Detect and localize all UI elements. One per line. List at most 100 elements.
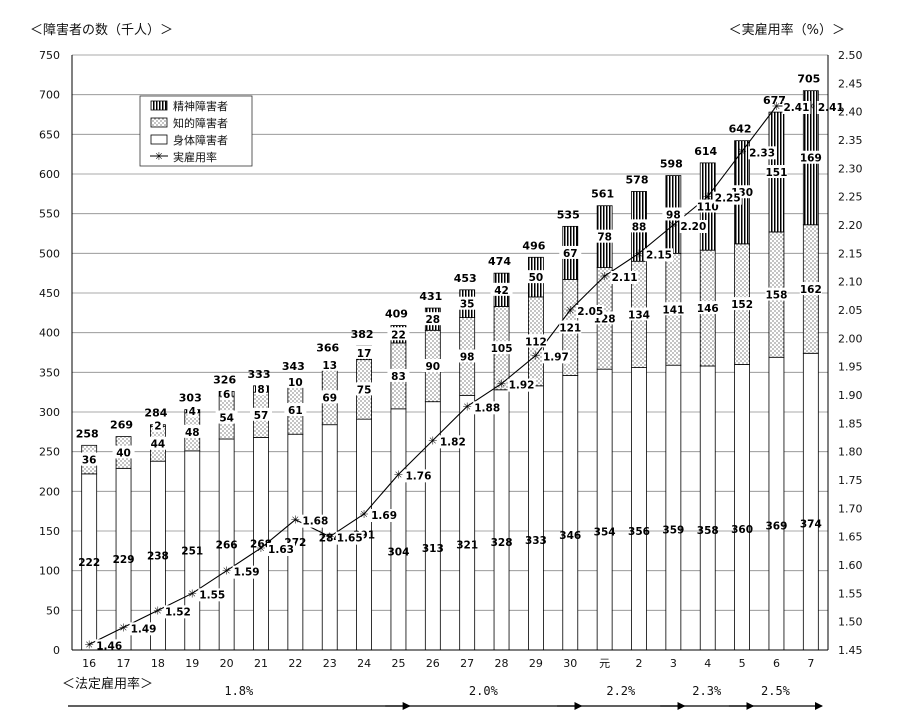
- intellectual-value-label: 69: [322, 392, 337, 404]
- right-tick-label: 1.60: [838, 559, 863, 572]
- mental-label-bg: [152, 418, 163, 432]
- rate-value-label: 2.25: [715, 193, 741, 205]
- intellectual-label-bg: [146, 436, 169, 450]
- right-tick-label: 2.40: [838, 106, 863, 119]
- axis-layer: 0501001502002503003504004505005506006507…: [39, 49, 863, 670]
- mental-label-bg: [284, 374, 307, 388]
- x-tick-label: 元: [599, 657, 610, 670]
- bar-physical: [562, 375, 579, 651]
- right-tick-label: 2.30: [838, 162, 863, 175]
- right-tick-label: 1.75: [838, 474, 863, 487]
- x-tick-label: 28: [495, 657, 509, 670]
- left-tick-label: 550: [39, 208, 60, 221]
- right-tick-label: 1.50: [838, 616, 863, 629]
- mental-value-label: 13: [322, 360, 337, 372]
- left-tick-label: 150: [39, 525, 60, 538]
- right-tick-label: 2.15: [838, 247, 863, 260]
- intellectual-value-label: 134: [628, 309, 650, 321]
- physical-value-label: 346: [559, 530, 581, 542]
- rate-marker: ✳: [325, 531, 334, 544]
- physical-value-label: 359: [662, 525, 684, 537]
- mental-value-label: 22: [391, 329, 406, 341]
- rate-label-bg: [129, 622, 158, 636]
- total-value-label: 642: [729, 123, 752, 136]
- right-tick-label: 2.20: [838, 219, 863, 232]
- intellectual-label-bg: [662, 302, 685, 316]
- bar-physical: [493, 389, 510, 651]
- mental-label-bg: [524, 270, 547, 284]
- rate-marker: ✳: [291, 514, 300, 527]
- physical-value-label: 360: [731, 524, 753, 536]
- intellectual-label-bg: [765, 287, 788, 301]
- right-tick-label: 2.35: [838, 134, 863, 147]
- total-value-label: 409: [385, 308, 408, 321]
- intellectual-value-label: 75: [357, 384, 372, 396]
- mental-label-bg: [696, 199, 719, 213]
- rate-label-bg: [163, 605, 192, 619]
- rate-label-bg: [473, 401, 502, 415]
- physical-value-label: 266: [216, 539, 238, 551]
- legend-label-intellectual: 知的障害者: [173, 116, 228, 130]
- rate-label-bg: [335, 531, 364, 545]
- right-tick-label: 1.85: [838, 417, 863, 430]
- physical-value-label: 321: [456, 540, 478, 552]
- mental-value-label: 151: [765, 167, 787, 179]
- intellectual-label-bg: [696, 301, 719, 315]
- x-tick-label: 22: [288, 657, 302, 670]
- mental-value-label: 6: [223, 389, 230, 401]
- right-tick-label: 2.05: [838, 304, 863, 317]
- bar-physical: [459, 394, 476, 651]
- intellectual-value-label: 146: [697, 303, 719, 315]
- left-tick-label: 100: [39, 565, 60, 578]
- physical-value-label: 369: [765, 521, 787, 533]
- rate-value-label: 1.65: [337, 533, 363, 545]
- rate-marker: ✳: [531, 349, 540, 362]
- intellectual-label-bg: [456, 349, 479, 363]
- intellectual-label-bg: [731, 297, 754, 311]
- total-value-label: 303: [179, 392, 202, 405]
- rate-value-label: 2.11: [612, 272, 638, 284]
- mental-label-bg: [387, 327, 410, 341]
- x-tick-label: 24: [357, 657, 371, 670]
- mental-value-label: 10: [288, 377, 303, 389]
- total-value-label: 258: [76, 427, 99, 440]
- rate-label-bg: [95, 639, 124, 653]
- physical-value-label: 374: [800, 519, 822, 531]
- mental-label-bg: [628, 219, 650, 233]
- physical-value-label: 268: [250, 539, 272, 551]
- rate-value-label: 1.88: [474, 402, 500, 414]
- intellectual-value-label: 61: [288, 405, 303, 417]
- physical-value-label: 222: [78, 557, 100, 569]
- intellectual-label-bg: [353, 382, 376, 396]
- legal-rate-value: 2.0%: [469, 684, 499, 698]
- intellectual-value-label: 54: [219, 413, 234, 425]
- intellectual-value-label: 121: [559, 323, 581, 335]
- mental-value-label: 50: [529, 272, 544, 284]
- total-value-label: 578: [626, 173, 649, 186]
- bar-physical: [596, 368, 613, 651]
- x-tick-label: 19: [185, 657, 199, 670]
- mental-value-label: 8: [257, 384, 264, 396]
- mental-value-label: 67: [563, 248, 578, 260]
- rate-marker: ✳: [85, 638, 94, 651]
- rate-label-bg: [507, 378, 536, 392]
- x-tick-label: 3: [670, 657, 677, 670]
- bar-physical: [734, 363, 750, 651]
- bar-layer: [81, 90, 819, 651]
- x-tick-label: 23: [323, 657, 337, 670]
- rate-marker: ✳: [737, 145, 746, 158]
- mental-label-bg: [421, 312, 444, 326]
- left-tick-label: 750: [39, 49, 60, 62]
- total-value-label: 326: [213, 373, 236, 386]
- physical-value-label: 354: [594, 527, 616, 539]
- physical-value-label: 229: [113, 554, 135, 566]
- intellectual-label-bg: [490, 341, 513, 355]
- rate-marker: ✳: [394, 468, 403, 481]
- rate-marker: ✳: [806, 100, 815, 113]
- mental-label-bg: [221, 386, 232, 400]
- legend-swatch-rate-marker: ✳: [154, 150, 163, 163]
- rate-value-label: 2.15: [646, 249, 672, 261]
- rate-value-label: 2.05: [577, 306, 603, 318]
- left-tick-label: 400: [39, 327, 60, 340]
- mental-label-bg: [799, 150, 822, 164]
